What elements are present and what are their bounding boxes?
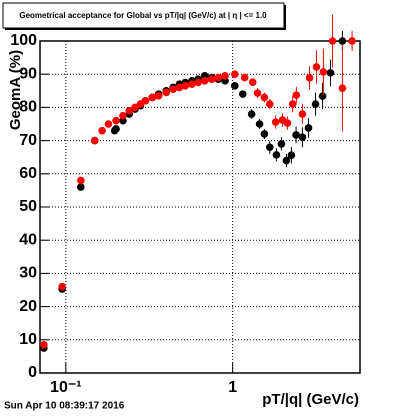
chart-title: Geometrical acceptance for Global vs pT/…: [19, 11, 267, 20]
data-point: [194, 78, 202, 87]
data-point: [305, 74, 314, 82]
y-tick-label: 90: [19, 65, 37, 82]
data-point: [338, 84, 347, 92]
y-tick-label: 0: [28, 364, 37, 381]
data-point: [119, 111, 127, 120]
x-axis-label: pT/|q| (GeV/c): [262, 391, 359, 408]
y-tick-label: 50: [19, 198, 37, 215]
data-point: [312, 63, 321, 71]
data-point: [292, 91, 301, 99]
y-tick-label: 100: [10, 32, 37, 49]
x-tick-label: 1: [228, 379, 237, 396]
data-point: [266, 143, 274, 152]
data-point: [200, 77, 209, 85]
data-point: [214, 73, 223, 82]
data-point: [240, 73, 249, 82]
data-point: [208, 75, 216, 83]
y-tick-label: 10: [19, 331, 37, 348]
data-point: [260, 93, 269, 102]
data-point: [318, 92, 327, 100]
y-tick-label: 30: [19, 265, 37, 282]
data-point: [58, 282, 66, 291]
data-point: [298, 133, 307, 142]
data-point: [282, 156, 291, 165]
data-point: [40, 340, 48, 349]
data-point: [298, 110, 307, 118]
x-tick-label: 10⁻¹: [50, 379, 82, 396]
data-point: [338, 37, 347, 45]
data-point: [247, 110, 256, 118]
data-point: [271, 118, 280, 126]
data-point: [169, 85, 177, 93]
data-point: [266, 100, 274, 108]
data-point: [288, 100, 297, 108]
data-point: [319, 68, 328, 76]
title-box: [2, 2, 285, 29]
data-point: [125, 106, 134, 115]
data-point: [292, 131, 300, 139]
plot-frame: [39, 40, 361, 374]
data-point: [104, 120, 113, 128]
data-point: [283, 119, 292, 127]
data-point: [77, 176, 85, 185]
y-tick-label: 70: [19, 132, 37, 149]
y-axis-label: GeomA (%): [7, 50, 24, 130]
y-tick-label: 20: [19, 298, 37, 315]
data-point: [175, 83, 184, 92]
data-point: [112, 125, 120, 133]
data-point: [230, 70, 239, 78]
data-point: [277, 140, 286, 148]
data-point: [162, 88, 171, 97]
data-point: [230, 82, 239, 90]
data-point: [255, 120, 264, 128]
footer: Sun Apr 10 08:39:17 2016: [4, 401, 125, 412]
data-point: [311, 100, 320, 108]
data-point: [272, 151, 281, 159]
data-point: [154, 91, 163, 100]
data-point: [188, 80, 196, 88]
data-point: [148, 93, 157, 102]
y-tick-label: 60: [19, 165, 37, 182]
data-point: [260, 130, 269, 138]
data-point: [348, 37, 356, 45]
data-point: [98, 126, 106, 135]
data-point: [77, 183, 85, 191]
data-point: [238, 90, 247, 98]
data-point: [141, 96, 150, 105]
y-tick-label: 40: [19, 231, 37, 248]
data-point: [328, 37, 337, 45]
data-point: [287, 151, 296, 160]
data-point: [181, 82, 190, 90]
data-point: [90, 136, 99, 145]
data-point: [112, 116, 120, 125]
data-point: [248, 78, 257, 86]
y-tick-label: 80: [19, 99, 37, 116]
data-point: [221, 72, 229, 80]
data-point: [304, 124, 313, 132]
data-point: [326, 69, 335, 77]
data-point: [253, 89, 262, 97]
